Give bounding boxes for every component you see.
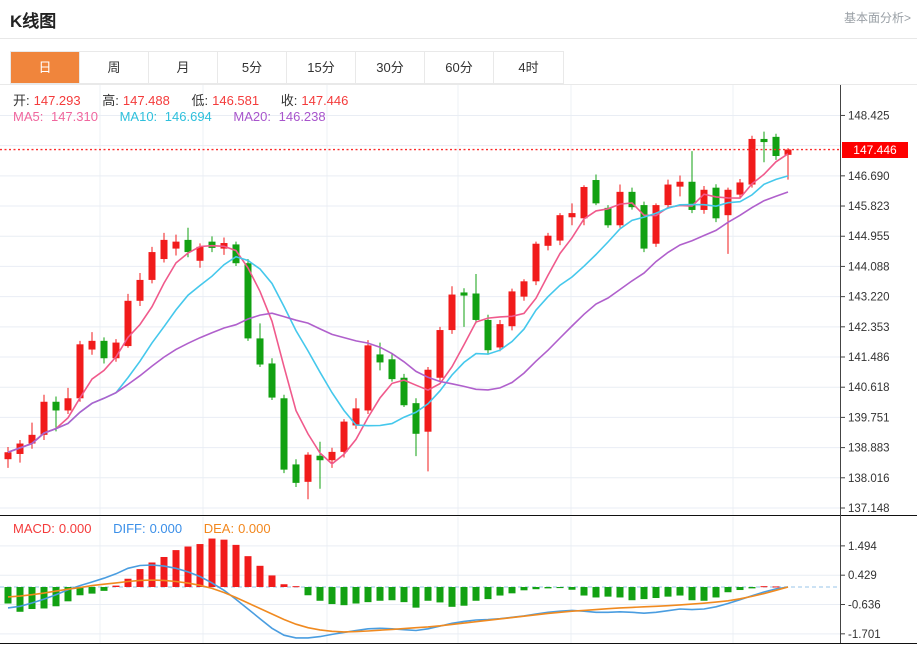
svg-text:1.494: 1.494 [848, 541, 877, 553]
dea-label: DEA: [203, 521, 235, 536]
tab-15min[interactable]: 15分 [287, 52, 356, 83]
open-label: 开: [13, 93, 30, 108]
tab-day[interactable]: 日 [11, 52, 80, 83]
close-value: 147.446 [301, 93, 349, 108]
ohlc-readout: 开: 147.293 高: 147.488 低: 146.581 收: 147.446 [13, 90, 366, 109]
svg-text:148.425: 148.425 [848, 110, 890, 122]
ma5-value: 147.310 [50, 109, 98, 124]
macd-label: MACD: [13, 521, 55, 536]
low-value: 146.581 [212, 93, 260, 108]
tab-60min[interactable]: 60分 [425, 52, 494, 83]
period-tabbar: 日 周 月 5分 15分 30分 60分 4时 [10, 51, 564, 84]
svg-text:137.148: 137.148 [848, 503, 890, 515]
ma10-label: MA10: [119, 109, 158, 124]
page-header: K线图 基本面分析> [0, 0, 917, 39]
svg-text:143.220: 143.220 [848, 292, 890, 304]
ma10-value: 146.694 [164, 109, 212, 124]
svg-text:141.486: 141.486 [848, 352, 890, 364]
svg-text:-0.636: -0.636 [848, 600, 881, 612]
ma5-label: MA5: [13, 109, 44, 124]
ma-readout: MA5: 147.310 MA10: 146.694 MA20: 146.238 [13, 109, 344, 124]
ma20-label: MA20: [233, 109, 271, 124]
tab-30min[interactable]: 30分 [356, 52, 425, 83]
svg-text:144.088: 144.088 [848, 261, 890, 273]
macd-value: 0.000 [58, 521, 92, 536]
high-value: 147.488 [122, 93, 170, 108]
page-title: K线图 [10, 12, 57, 31]
svg-text:-1.701: -1.701 [848, 629, 881, 641]
svg-text:138.016: 138.016 [848, 473, 890, 485]
diff-value: 0.000 [149, 521, 183, 536]
macd-readout: MACD: 0.000 DIFF: 0.000 DEA: 0.000 [13, 521, 289, 536]
tabbar-divider [0, 84, 917, 85]
svg-text:142.353: 142.353 [848, 322, 890, 334]
fundamental-analysis-link[interactable]: 基本面分析> [843, 11, 911, 25]
svg-text:139.751: 139.751 [848, 412, 890, 424]
tab-week[interactable]: 周 [80, 52, 149, 83]
tab-5min[interactable]: 5分 [218, 52, 287, 83]
open-value: 147.293 [33, 93, 81, 108]
svg-text:144.955: 144.955 [848, 231, 890, 243]
dea-value: 0.000 [238, 521, 271, 536]
low-label: 低: [191, 93, 209, 108]
ma20-value: 146.238 [278, 109, 326, 124]
high-label: 高: [102, 93, 119, 108]
diff-label: DIFF: [113, 521, 146, 536]
close-label: 收: [280, 93, 298, 108]
svg-text:140.618: 140.618 [848, 382, 890, 394]
svg-text:138.883: 138.883 [848, 443, 890, 455]
svg-text:146.690: 146.690 [848, 171, 890, 183]
svg-text:145.823: 145.823 [848, 201, 890, 213]
tab-4hour[interactable]: 4时 [494, 52, 563, 83]
tab-month[interactable]: 月 [149, 52, 218, 83]
current-price-badge: 147.446 [842, 141, 908, 158]
svg-text:0.429: 0.429 [848, 570, 877, 582]
